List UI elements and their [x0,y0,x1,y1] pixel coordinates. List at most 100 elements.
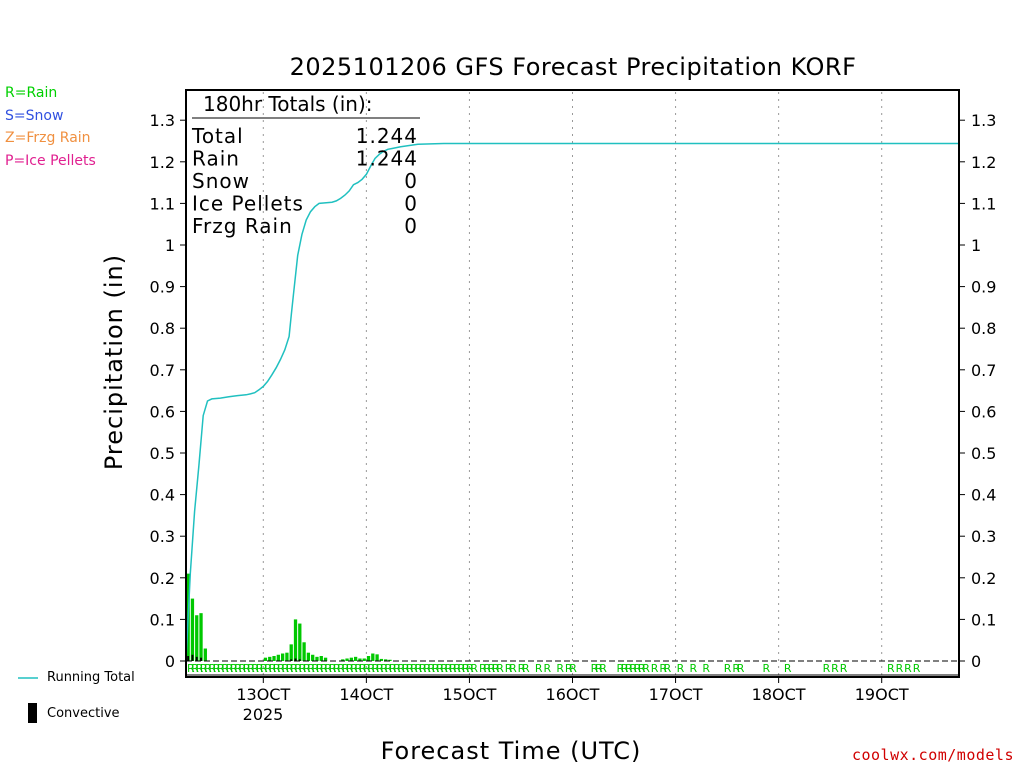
y-tick-label-left: 1.1 [150,194,175,213]
totals-value: 0 [404,169,418,193]
chart-title: 2025101206 GFS Forecast Precipitation KO… [290,53,857,81]
rain-bar [285,652,289,661]
ptype-marker-rain: R [213,662,221,675]
y-tick-label-right: 0.4 [971,486,996,505]
ptype-marker-rain: R [303,662,311,675]
rain-bar [190,598,195,661]
x-tick-label: 19OCT [855,685,909,704]
y-tick-label-right: 1.2 [971,153,996,172]
ptype-marker-rain: R [689,662,697,675]
credit-link[interactable]: coolwx.com/models [851,746,1014,764]
ptype-marker-rain: R [359,662,367,675]
ptype-marker-rain: R [299,662,307,675]
ptype-marker-rain: R [496,662,504,675]
ptype-marker-rain: R [599,662,607,675]
x-axis: 13OCT 14OCT 15OCT 16OCT 17OCT 18OCT 19OCT [236,677,909,704]
y-tick-label-right: 0 [971,652,981,671]
y-axis-left: 0 0.1 0.2 0.3 0.4 0.5 0.6 0.7 0.8 0.9 1 1.1 1.2 1.3 [150,111,186,671]
convective-legend-swatch [28,703,37,723]
convective-bar [200,657,202,661]
ptype-marker-rain: R [247,662,255,675]
ptype-marker-rain: R [565,662,573,675]
ptype-marker-rain: R [732,662,740,675]
rain-bar [353,656,358,661]
ptype-marker-rain: R [677,662,685,675]
x-tick-label: 15OCT [442,685,496,704]
ptype-marker-rain: R [462,662,470,675]
ptype-marker-rain: R [204,662,212,675]
y-tick-label-left: 0.4 [150,486,175,505]
running-total-legend-label: Running Total [47,670,135,685]
ptype-marker-rain: R [651,662,659,675]
ptype-marker-rain: R [432,662,440,675]
ptype-marker-rain: R [397,662,405,675]
ptype-marker-rain: R [440,662,448,675]
totals-label: Ice Pellets [192,192,304,216]
ptype-marker-rain: R [638,662,646,675]
rain-bar [268,656,272,661]
rain-bar [349,657,353,661]
ptype-marker-rain: R [380,662,388,675]
ptype-marker-rain: R [393,662,401,675]
totals-label: Frzg Rain [192,214,293,238]
ptype-marker-rain: R [896,662,904,675]
ptype-marker-rain: R [423,662,431,675]
rain-bar [358,658,362,661]
ptype-marker-rain: R [367,662,375,675]
y-tick-label-right: 0.7 [971,361,996,380]
x-tick-label: 14OCT [339,685,393,704]
rain-bar [272,656,276,661]
ptype-marker-rain: R [840,662,848,675]
rain-bar [319,656,323,661]
ptype-marker-rain: R [629,662,637,675]
ptype-marker-rain: R [281,662,289,675]
ptype-marker-rain: R [221,662,229,675]
rain-bar [341,659,345,661]
rain-bar [293,619,298,661]
ptype-marker-rain: R [342,662,350,675]
ptype-marker-rain: R [264,662,272,675]
ptype-marker-rain: R [887,662,895,675]
ptype-marker-rain: R [762,662,770,675]
y-tick-label-right: 0.6 [971,402,996,421]
y-tick-label-left: 1 [165,236,175,255]
totals-label: Rain [192,147,240,171]
ptype-marker-rain: R [831,662,839,675]
ptype-marker-rain: R [226,662,234,675]
ptype-marker-rain: R [290,662,298,675]
gridlines [262,92,883,675]
year-label: 2025 [243,705,284,724]
ptype-marker-rain: R [273,662,281,675]
rain-bar [388,659,392,661]
ptype-marker-rain: R [312,662,320,675]
ptype-marker-rain: R [402,662,410,675]
convective-legend-label: Convective [47,706,120,721]
y-tick-label-right: 1.1 [971,194,996,213]
ptype-marker-rain: R [470,662,478,675]
y-tick-label-left: 1.3 [150,111,175,130]
y-tick-label-right: 0.1 [971,610,996,629]
rain-bar [366,656,371,661]
y-tick-label-right: 0.8 [971,319,996,338]
y-tick-label-left: 0 [165,652,175,671]
ptype-marker-rain: R [196,662,204,675]
x-tick-label: 17OCT [649,685,703,704]
rain-bar [375,654,379,661]
totals-value: 0 [404,192,418,216]
convective-bar [290,659,293,661]
ptype-marker-rain: R [294,662,302,675]
ptype-marker-rain: R [269,662,277,675]
ptype-marker-rain: R [316,662,324,675]
ptype-marker-rain: R [556,662,564,675]
ptype-marker-rain: R [234,662,242,675]
rain-bar [345,658,349,661]
legend-rain: R=Rain [5,85,58,101]
y-tick-label-left: 0.1 [150,610,175,629]
ptype-marker-rain: R [230,662,238,675]
ptype-marker-rain: R [329,662,337,675]
x-tick-label: 18OCT [752,685,806,704]
ptype-marker-rain: R [389,662,397,675]
x-tick-label: 13OCT [236,685,290,704]
ptype-legend: R=Rain S=Snow Z=Frzg Rain P=Ice Pellets [5,82,96,172]
ptype-marker-rain: R [354,662,362,675]
